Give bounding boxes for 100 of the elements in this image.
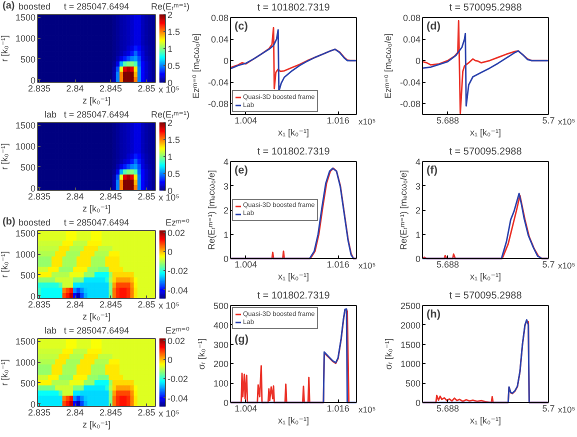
color-bar-title: Ezᵐ⁼⁰ [165,326,190,336]
y-tick-label: 500 [20,270,36,280]
y-tick-label: 0.04 [402,34,421,45]
y-tick-label: 2 [415,206,421,216]
color-bar-label: 1.5 [168,135,180,145]
color-bar-label: 1 [168,152,173,162]
color-bar-label: 0 [168,247,173,258]
y-axis-title: σᵣ [k₀⁻¹] [383,338,394,370]
y-tick-label: 2 [223,206,229,216]
y-axis-title: Ezᵐ⁼⁰ [mₑcω₀/e] [382,33,393,99]
text: x 10⁵ [158,408,180,418]
y-tick-label: 0 [30,399,36,410]
chart-subtitle: boosted [18,218,51,228]
y-tick-label: -0.04 [400,78,420,88]
x-axis-title: x₁ [k₀⁻¹] [470,416,502,426]
text: x10⁵ [558,260,576,270]
y-axis-title: r [k₀⁻¹] [0,251,10,278]
y-tick-label: 0 [30,291,36,302]
chart-title: t = 285047.6494 [64,110,130,120]
text: (a) [2,0,15,12]
y-axis-title: σᵣ [k₀⁻¹] [196,338,206,370]
y-tick-label: 100 [213,378,229,389]
x-tick-label: 2.85 [138,84,156,94]
x-tick-label: 2.84 [66,408,84,418]
color-bar-title: Ezᵐ⁼⁰ [165,218,190,228]
y-tick-label: 0.04 [210,34,229,45]
y-tick-label: 3 [415,181,421,192]
y-tick-label: 1500 [400,340,421,350]
y-tick-label: 4 [223,157,229,167]
chart-subtitle: lab [44,326,57,336]
text: x 10⁵ [158,84,180,94]
x-tick-label: 2.845 [100,84,122,94]
text: x10⁵ [358,260,376,270]
x-tick-label: 5.688 [436,260,459,270]
y-tick-label: 500 [405,378,421,389]
y-tick-label: 2000 [400,320,421,330]
color-bar-label: 1.5 [168,27,180,37]
x-tick-label: 2.845 [100,408,122,418]
x-tick-label: 5.7 [542,404,555,414]
y-tick-label: 0 [30,75,36,86]
y-tick-label: 0 [415,398,421,408]
x-tick-label: 2.845 [100,192,122,202]
annotation: (e) [234,164,248,176]
y-tick-label: 0 [30,183,36,194]
y-tick-label: 0 [415,254,421,264]
x-tick-label: 2.84 [66,300,84,310]
chart-title: t = 285047.6494 [64,326,130,336]
chart-subtitle: lab [44,110,57,120]
y-axis-title: Re(Eᵣᵐ⁼¹) [mₑcω₀/e] [206,170,216,250]
x-axis-title: z [k₀⁻¹] [82,204,110,214]
annotation: (g) [234,334,249,346]
text: x10⁵ [358,116,376,126]
y-tick-label: 3 [223,181,229,192]
chart-title: t = 285047.6494 [64,218,130,228]
y-tick-label: 1 [415,230,421,240]
y-tick-label: -0.04 [208,78,228,88]
chart-title: t = 570095.2988 [449,2,522,14]
y-tick-label: 400 [213,320,229,330]
y-tick-label: 0 [223,56,229,66]
annotation: (d) [426,20,441,32]
annotation: (c) [234,20,248,32]
annotation: (h) [426,308,441,320]
x-axis-title: z [k₀⁻¹] [82,96,110,106]
y-tick-label: -0.08 [400,99,420,110]
x-tick-label: 2.85 [138,408,156,418]
y-tick-label: 1000 [400,359,421,370]
y-tick-label: 4 [415,157,421,167]
color-bar-label: 0.5 [168,169,180,179]
color-bar-title: Re(Eᵣᵐ⁼¹) [150,110,190,120]
chart-title: t = 570095.2988 [449,146,522,158]
chart-title: t = 285047.6494 [64,2,130,12]
y-tick-label: 500 [20,378,36,388]
x-tick-label: 2.845 [100,300,122,310]
x-axis-title: z [k₀⁻¹] [82,312,110,322]
color-bar-label: 0.02 [168,336,186,346]
text: x10⁵ [558,116,576,126]
y-tick-label: 0 [223,398,229,408]
y-tick-label: 500 [20,162,36,172]
y-tick-label: 500 [213,301,229,311]
x-tick-label: 1.004 [234,116,258,126]
x-tick-label: 2.84 [66,192,84,202]
x-tick-label: 2.835 [28,192,51,202]
x-tick-label: 2.85 [138,300,156,310]
chart-subtitle: boosted [18,2,51,12]
text: x10⁵ [358,404,376,414]
text: x 10⁵ [158,300,180,310]
y-axis-title: r [k₀⁻¹] [0,143,10,170]
annotation: (f) [426,164,438,176]
color-bar-label: 1 [168,44,173,54]
x-tick-label: 1.016 [326,116,350,126]
x-tick-label: 5.7 [542,116,555,126]
color-bar-label: 0.02 [168,228,186,238]
color-bar-label: 2 [168,118,173,128]
color-bar-label: -0.04 [168,285,188,296]
y-tick-label: 500 [20,54,36,64]
x-tick-label: 1.004 [234,260,258,270]
x-tick-label: 2.835 [28,84,51,94]
color-bar-label: -0.02 [168,266,188,276]
y-axis-title: r [k₀⁻¹] [0,359,10,386]
y-tick-label: 0.08 [210,13,229,23]
